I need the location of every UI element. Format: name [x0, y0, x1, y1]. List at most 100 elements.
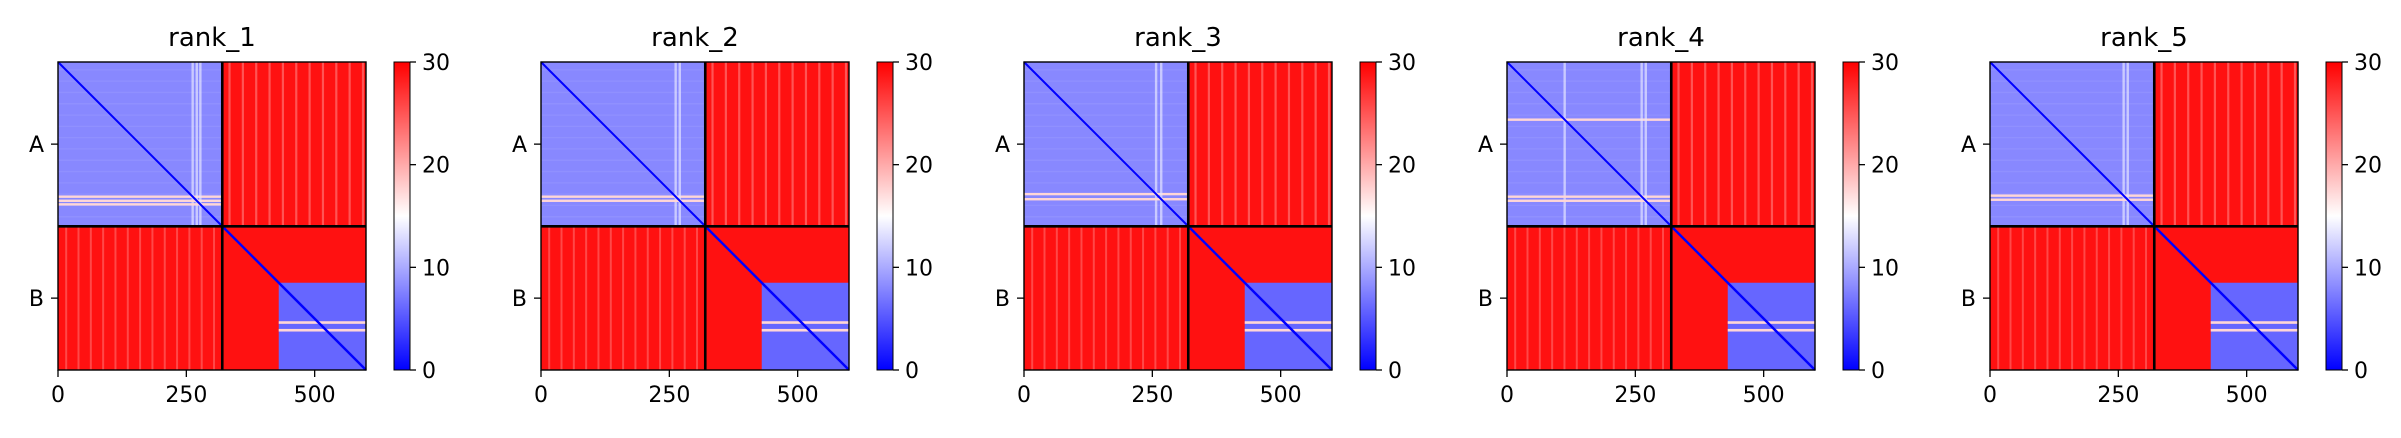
streak — [2009, 226, 2012, 370]
streak — [163, 226, 166, 370]
x-tick-label: 250 — [165, 383, 207, 408]
colorbar-tick-label: 10 — [2354, 256, 2382, 281]
streak — [200, 226, 203, 370]
colorbar-tick-label: 20 — [2354, 154, 2382, 179]
block-B-A — [1024, 226, 1189, 370]
texture-line — [1990, 91, 2155, 94]
texture-line — [1024, 91, 1189, 94]
colorbar: 0 10 20 30 — [1359, 51, 1416, 384]
texture-line — [1507, 103, 1672, 105]
texture-line — [1507, 114, 1672, 116]
texture-line — [1990, 148, 2155, 150]
block-A-B — [1188, 62, 1332, 227]
diagonal-A — [1506, 61, 1672, 227]
colorbar-tick-label: 30 — [1871, 51, 1899, 76]
low-confidence-row — [1990, 198, 2155, 201]
colorbar-tick-label: 20 — [1388, 154, 1416, 179]
streak — [213, 226, 216, 370]
texture-line — [541, 114, 706, 116]
streak — [597, 226, 600, 370]
streak — [2187, 62, 2190, 227]
texture-line — [58, 80, 223, 82]
streak — [1287, 62, 1291, 227]
chain-label: A — [995, 133, 1010, 158]
domain-stripe — [1727, 328, 1815, 332]
texture-line — [1024, 114, 1189, 116]
streak — [241, 62, 244, 227]
streak — [1234, 62, 1237, 227]
colorbar-tick-label: 0 — [1388, 359, 1402, 384]
texture-line — [1507, 204, 1672, 207]
colorbar-gradient — [2325, 61, 2343, 371]
low-confidence-row — [58, 203, 223, 206]
texture-line — [58, 193, 223, 195]
low-confidence-row — [58, 199, 223, 202]
heatmap — [1506, 61, 1816, 371]
panel-rank_5: rank_5 0 250 500 A B 0 10 20 30 — [1961, 23, 2382, 408]
colorbar-gradient — [393, 61, 411, 371]
domain-stripe — [1727, 321, 1815, 324]
colorbar-gradient — [1359, 61, 1377, 371]
streak — [268, 62, 271, 227]
streak — [2058, 226, 2061, 370]
x-tick-label: 500 — [294, 383, 336, 408]
colorbar-tick-label: 30 — [905, 51, 933, 76]
streak — [548, 226, 551, 370]
chain-label: B — [512, 287, 527, 312]
texture-line — [1507, 170, 1672, 173]
streak — [308, 62, 311, 227]
streak — [2213, 62, 2217, 227]
texture-line — [541, 103, 706, 105]
texture-line — [541, 159, 706, 161]
plot-frame — [1989, 61, 2299, 371]
streak — [2071, 226, 2074, 370]
streak — [1770, 62, 1774, 227]
streak — [2021, 226, 2024, 370]
texture-line — [541, 193, 706, 195]
texture-line — [1990, 80, 2155, 82]
texture-line — [1507, 148, 1672, 150]
diagonal-B — [221, 225, 367, 371]
texture-line — [58, 170, 223, 173]
colorbar-tick-label: 10 — [905, 256, 933, 281]
colorbar-gradient — [1842, 61, 1860, 371]
x-tick-label: 0 — [51, 383, 65, 408]
streak — [89, 226, 92, 370]
texture-line — [1507, 182, 1672, 184]
streak — [1797, 62, 1800, 227]
x-tick-label: 500 — [1743, 383, 1785, 408]
streak — [1105, 226, 1108, 370]
texture-line — [1990, 125, 2155, 128]
texture-line — [1024, 182, 1189, 184]
panel-title: rank_5 — [2100, 23, 2188, 53]
texture-line — [1024, 170, 1189, 173]
streak — [2108, 226, 2111, 370]
streak — [139, 226, 142, 370]
texture-line — [541, 136, 706, 139]
chain-label: A — [1478, 133, 1493, 158]
x-tick-label: 250 — [1614, 383, 1656, 408]
streak — [1247, 62, 1251, 227]
streak — [683, 226, 686, 370]
streak — [176, 226, 179, 370]
streak — [1717, 62, 1720, 227]
low-confidence-row — [1024, 198, 1189, 201]
colorbar-tick-label: 20 — [905, 154, 933, 179]
diagonal-A — [540, 61, 706, 227]
block-A-B — [2154, 62, 2298, 227]
heatmap — [1989, 61, 2299, 371]
colorbar-tick-label: 30 — [422, 51, 450, 76]
colorbar-tick-label: 0 — [2354, 359, 2368, 384]
block-A-B — [1671, 62, 1815, 227]
streak — [738, 62, 741, 227]
diagonal-A — [1989, 61, 2155, 227]
texture-line — [1024, 204, 1189, 207]
low-confidence-col — [1154, 62, 1158, 227]
streak — [1092, 226, 1095, 370]
low-confidence-col — [2122, 62, 2125, 227]
low-confidence-col — [1563, 62, 1566, 227]
low-confidence-col — [199, 62, 202, 227]
streak — [1551, 226, 1554, 370]
block-A-B — [705, 62, 849, 227]
plot-frame — [1506, 61, 1816, 371]
